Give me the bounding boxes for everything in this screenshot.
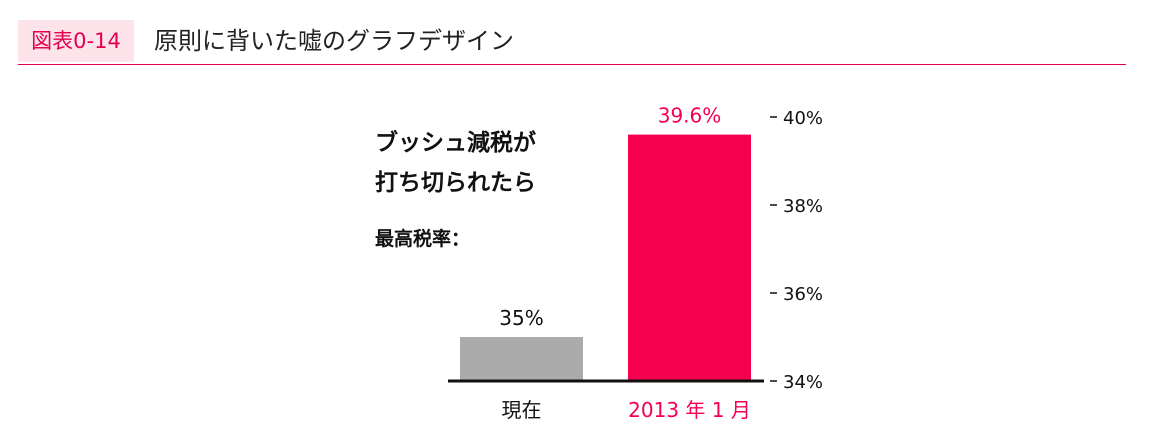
figure-header: 図表0-14 原則に背いた嘘のグラフデザイン: [18, 20, 1126, 65]
annotation-line-1: ブッシュ減税が: [375, 130, 536, 156]
y-tick-label-2: 36%: [783, 284, 823, 305]
y-tick-label-3: 34%: [783, 372, 823, 393]
value-label-0: 35%: [499, 306, 543, 330]
y-tick-label-0: 40%: [783, 108, 823, 129]
figure-label: 図表0-14: [18, 20, 134, 62]
annotation-line-3: 最高税率：: [375, 228, 471, 250]
bar-1: [628, 134, 751, 381]
y-tick-label-1: 38%: [783, 196, 823, 217]
value-label-1: 39.6%: [658, 104, 722, 128]
bar-0: [460, 337, 583, 381]
annotation-line-2: 打ち切られたら: [375, 170, 536, 196]
category-label-0: 現在: [502, 398, 542, 422]
category-label-1: 2013 年 1 月: [628, 398, 751, 422]
figure-title: 原則に背いた嘘のグラフデザイン: [154, 27, 514, 55]
